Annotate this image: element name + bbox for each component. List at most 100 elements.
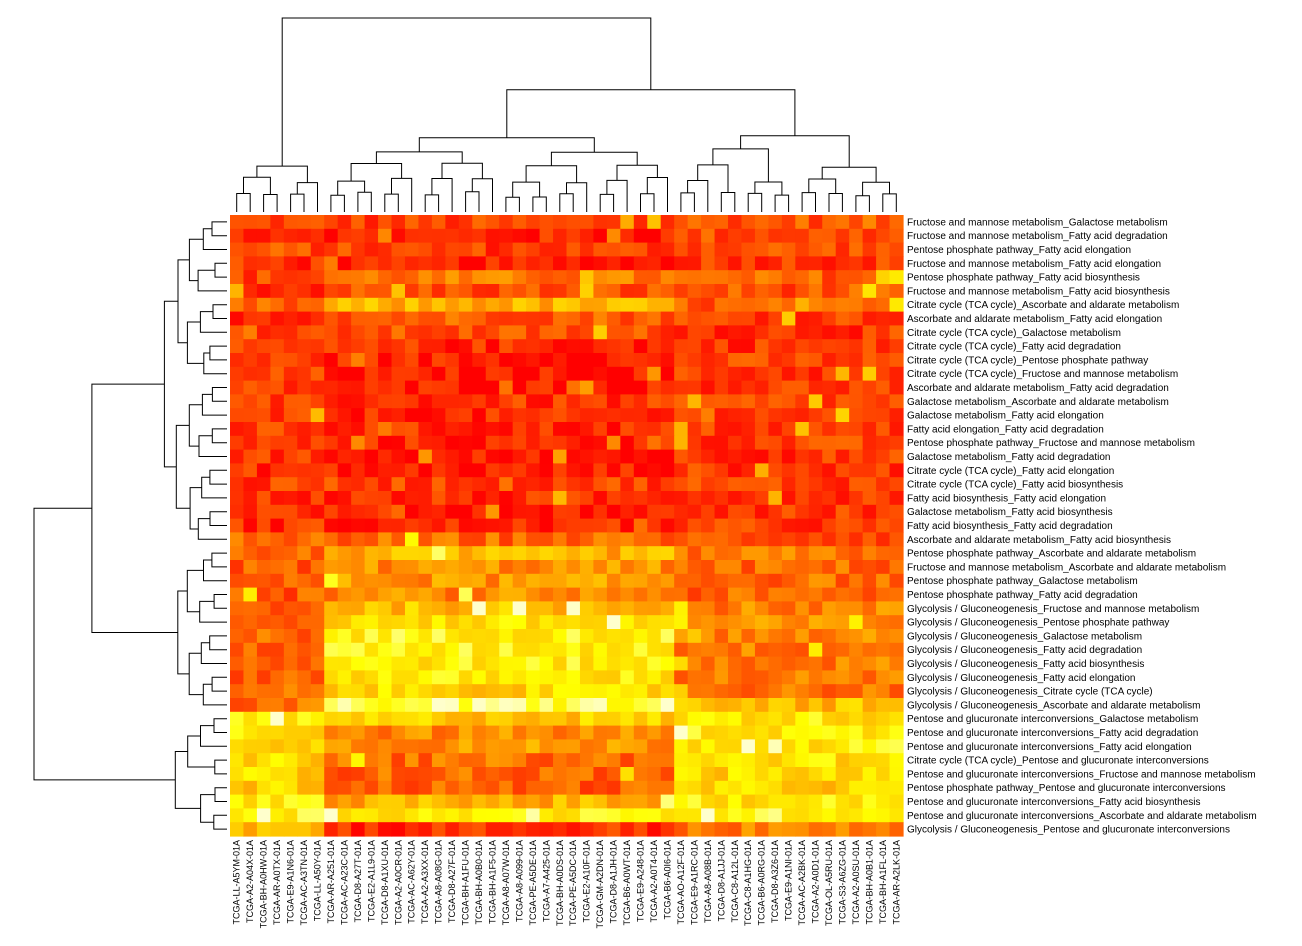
column-dendrogram-branch	[256, 165, 308, 183]
heatmap-cell	[808, 463, 823, 478]
heatmap-cell	[781, 380, 796, 395]
heatmap-cell	[889, 325, 904, 340]
heatmap-cell	[781, 670, 796, 685]
row-label: Galactose metabolism_Fatty acid elongati…	[907, 411, 1104, 422]
heatmap-cell	[714, 753, 729, 768]
heatmap-cell	[701, 408, 716, 423]
heatmap-cell	[808, 739, 823, 754]
heatmap-cell	[243, 629, 258, 644]
heatmap-cell	[512, 449, 527, 464]
heatmap-cell	[781, 698, 796, 713]
heatmap-cell	[808, 353, 823, 368]
heatmap-cell	[553, 270, 568, 285]
heatmap-cell	[835, 463, 850, 478]
column-label: TCGA-BH-A1FL-01A	[878, 840, 888, 924]
column-dendrogram-branch	[505, 196, 520, 212]
heatmap-cell	[243, 642, 258, 658]
heatmap-cell	[701, 601, 716, 616]
heatmap-cell	[485, 394, 500, 409]
heatmap-cell	[310, 311, 325, 326]
heatmap-cell	[728, 532, 743, 547]
heatmap-cell	[566, 504, 581, 520]
heatmap-cell	[431, 573, 446, 589]
heatmap-cell	[539, 256, 554, 271]
heatmap-cell	[701, 311, 716, 326]
heatmap-cell	[526, 435, 541, 451]
heatmap-cell	[472, 615, 487, 630]
heatmap-cell	[351, 311, 366, 326]
heatmap-cell	[378, 408, 393, 423]
row-dendrogram-branch	[188, 238, 204, 282]
heatmap-cell	[835, 629, 850, 644]
heatmap-cell	[606, 270, 621, 285]
heatmap-cell	[674, 366, 689, 382]
heatmap-cell	[230, 435, 245, 451]
heatmap-cell	[741, 353, 756, 368]
heatmap-cell	[283, 794, 298, 809]
heatmap-cell	[768, 587, 783, 602]
column-dendrogram-branch	[801, 192, 816, 212]
heatmap-cell	[256, 822, 271, 837]
heatmap-cell	[674, 656, 689, 671]
heatmap-cell	[795, 449, 810, 464]
heatmap-cell	[728, 753, 743, 768]
heatmap-cell	[539, 228, 554, 244]
heatmap-cell	[674, 311, 689, 326]
heatmap-cell	[647, 767, 662, 782]
heatmap-cell	[283, 684, 298, 699]
heatmap-cell	[674, 270, 689, 285]
heatmap-cell	[768, 739, 783, 754]
heatmap-cell	[418, 325, 433, 340]
heatmap-cell	[256, 546, 271, 561]
heatmap-cell	[230, 684, 245, 699]
heatmap-cell	[364, 629, 379, 644]
heatmap-cell	[714, 629, 729, 644]
column-dendrogram-branch	[465, 191, 480, 212]
heatmap-cell	[687, 270, 702, 285]
heatmap-cell	[768, 228, 783, 244]
heatmap-cell	[499, 477, 514, 492]
column-dendrogram-branch	[391, 177, 413, 212]
heatmap-cell	[849, 808, 864, 823]
heatmap-cell	[485, 656, 500, 671]
heatmap-cell	[472, 491, 487, 506]
heatmap-cell	[431, 698, 446, 713]
heatmap-cell	[566, 408, 581, 423]
column-label: TCGA-BH-A1F5-01A	[487, 840, 497, 924]
heatmap-cell	[822, 339, 837, 354]
heatmap-cell	[876, 794, 891, 809]
heatmap-cell	[418, 739, 433, 754]
column-dendrogram-branch	[512, 181, 541, 198]
heatmap-cell	[687, 794, 702, 809]
heatmap-cell	[633, 587, 648, 602]
heatmap-cell	[431, 435, 446, 451]
heatmap-cell	[364, 560, 379, 575]
heatmap-cell	[849, 408, 864, 423]
heatmap-cell	[243, 601, 258, 616]
row-dendrogram-branch	[213, 594, 227, 609]
heatmap-cell	[835, 408, 850, 423]
heatmap-cell	[687, 215, 702, 230]
heatmap-cell	[391, 366, 406, 382]
heatmap-cell	[310, 725, 325, 740]
heatmap-cell	[647, 739, 662, 754]
heatmap-cell	[391, 408, 406, 423]
heatmap-cell	[499, 684, 514, 699]
heatmap-cell	[283, 422, 298, 437]
heatmap-cell	[633, 297, 648, 313]
heatmap-cell	[553, 380, 568, 395]
heatmap-cell	[754, 560, 769, 575]
heatmap-cell	[458, 270, 473, 285]
heatmap-cell	[593, 422, 608, 437]
column-label: TCGA-PE-A5DE-01A	[528, 840, 538, 926]
heatmap-cell	[579, 711, 595, 727]
heatmap-cell	[660, 449, 675, 464]
heatmap-cell	[337, 711, 352, 727]
heatmap-cell	[579, 642, 595, 658]
heatmap-cell	[808, 366, 823, 382]
heatmap-cell	[472, 449, 487, 464]
heatmap-cell	[781, 270, 796, 285]
heatmap-cell	[539, 642, 554, 658]
heatmap-cell	[485, 573, 500, 589]
heatmap-cell	[539, 270, 554, 285]
